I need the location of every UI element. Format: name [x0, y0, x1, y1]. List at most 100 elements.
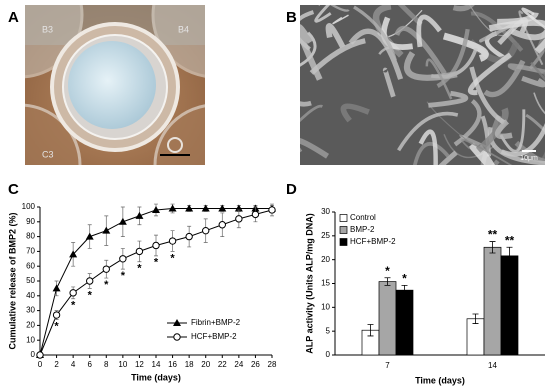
marker: [185, 232, 193, 241]
fiber: [499, 109, 526, 153]
panel-label: B: [286, 9, 297, 26]
y-tick-label: 70: [26, 247, 35, 256]
y-tick-label: 0: [326, 350, 331, 359]
sem-image: [300, 5, 545, 165]
line: [39, 207, 272, 356]
fiber: [467, 52, 512, 96]
x-tick-label: 2: [54, 360, 59, 369]
fiber: [394, 25, 447, 76]
significance: *: [154, 257, 159, 269]
significance: *: [385, 264, 390, 278]
x-tick-label: 20: [201, 360, 210, 369]
x-tick-label: 8: [104, 360, 109, 369]
bar: [500, 255, 519, 356]
x-axis-title: Time (days): [131, 372, 181, 382]
legend-label: Fibrin+BMP-2: [191, 318, 241, 327]
x-tick-label: 14: [152, 360, 161, 369]
significance: **: [488, 228, 498, 242]
fiber: [325, 23, 346, 49]
marker: [201, 204, 210, 212]
fiber: [416, 14, 442, 48]
marker: [119, 255, 127, 263]
error-bar: [367, 324, 374, 337]
x-tick-label: 24: [234, 360, 243, 369]
x-tick-label: 7: [385, 361, 390, 370]
y-tick-label: 10: [321, 302, 330, 311]
panel-label: C: [8, 181, 19, 198]
fiber: [428, 90, 468, 108]
y-tick-label: 15: [321, 279, 330, 288]
marker: [235, 215, 243, 223]
error-bar: [489, 241, 496, 254]
fiber: [530, 61, 545, 81]
fiber: [300, 24, 323, 81]
fiber: [507, 63, 545, 75]
fiber: [469, 66, 506, 125]
fiber: [404, 51, 458, 81]
marker: [135, 211, 144, 219]
well-label: B4: [178, 24, 189, 34]
y-tick-label: 50: [26, 276, 35, 285]
fiber: [397, 111, 459, 152]
fiber: [487, 126, 545, 165]
photo: [25, 5, 205, 165]
fiber: [436, 28, 470, 88]
significance: *: [137, 263, 142, 275]
fiber: [314, 5, 332, 23]
marker: [173, 319, 181, 326]
legend-swatch: [339, 226, 348, 234]
y-tick-label: 10: [26, 335, 35, 344]
marker: [69, 289, 77, 297]
y-tick-label: 5: [326, 326, 331, 335]
fiber: [300, 138, 330, 159]
marker: [85, 232, 94, 240]
y-axis-title: ALP activity (Units ALP/mg DNA): [304, 213, 314, 354]
fiber: [461, 139, 513, 165]
fiber: [348, 28, 404, 80]
significance: *: [54, 320, 59, 332]
fiber: [412, 142, 450, 165]
fiber: [497, 11, 539, 25]
marker: [52, 311, 61, 319]
marker: [86, 277, 94, 285]
legend-label: Control: [350, 213, 376, 222]
well-label: B3: [42, 24, 53, 34]
fiber: [468, 142, 495, 165]
line: [39, 209, 273, 356]
legend-label: BMP-2: [350, 225, 375, 234]
y-tick-label: 90: [26, 217, 35, 226]
x-tick-label: 28: [268, 360, 277, 369]
fiber: [488, 19, 545, 54]
marker: [251, 210, 260, 219]
marker: [218, 221, 226, 229]
marker: [118, 217, 127, 225]
y-tick-label: 100: [22, 202, 36, 211]
y-tick-label: 30: [26, 306, 35, 315]
bar: [466, 318, 485, 356]
marker: [69, 250, 78, 258]
fiber: [521, 7, 545, 30]
fiber: [418, 129, 438, 165]
marker: [218, 204, 227, 212]
x-tick-label: 16: [168, 360, 177, 369]
legend-swatch: [339, 238, 348, 246]
error-bar: [384, 277, 391, 286]
significance: **: [505, 233, 515, 247]
fiber: [329, 5, 350, 12]
x-tick-label: 26: [251, 360, 260, 369]
error-bar: [506, 246, 513, 265]
well-label: C3: [42, 149, 54, 159]
x-tick-label: 12: [135, 360, 144, 369]
error-bar: [401, 285, 408, 296]
x-tick-label: 18: [185, 360, 194, 369]
y-axis-title: Cumulative release of BMP2 (%): [7, 212, 17, 349]
fiber: [300, 104, 323, 123]
x-tick-label: 22: [218, 360, 227, 369]
significance: *: [71, 300, 76, 312]
x-tick-label: 0: [38, 360, 43, 369]
fiber: [525, 113, 545, 134]
significance: *: [402, 272, 407, 286]
fiber: [300, 100, 312, 107]
marker: [152, 205, 160, 213]
panel-label: D: [286, 181, 297, 198]
